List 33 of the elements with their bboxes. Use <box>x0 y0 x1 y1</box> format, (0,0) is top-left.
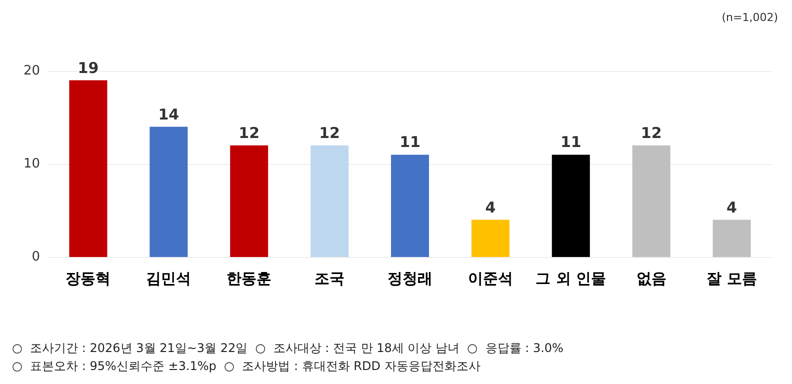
y-tick-label: 10 <box>23 156 40 172</box>
bar <box>69 80 108 257</box>
data-label: 4 <box>485 198 496 216</box>
data-label: 11 <box>560 133 582 152</box>
data-label: 12 <box>640 124 662 142</box>
data-label: 11 <box>400 133 420 152</box>
bar <box>471 220 510 257</box>
x-tick-label: 장동혁 <box>66 270 111 288</box>
data-label: 14 <box>158 105 180 124</box>
bar <box>632 145 670 257</box>
x-tick-label: 그 외 인물 <box>536 270 606 288</box>
text: ○ 조사기간 : 2026년 3월 21일~3월 22일 ○ 조사대상 : 전국 만 18세 이상 남녀 ○ 응답률 : 3.0% <box>12 341 564 355</box>
x-tick-label: 정청래 <box>388 270 432 288</box>
bar <box>150 126 188 257</box>
data-label: 12 <box>238 124 260 142</box>
x-tick-label: 이준석 <box>468 270 513 288</box>
bar <box>310 145 349 257</box>
x-tick-label: 김민석 <box>146 270 192 288</box>
bar <box>230 145 268 257</box>
bar <box>712 220 751 257</box>
y-tick-label: 20 <box>23 64 40 78</box>
x-tick-label: 잘 모름 <box>706 270 757 288</box>
bar <box>391 154 429 257</box>
x-tick-label: 조국 <box>314 270 345 288</box>
x-tick-label: 없음 <box>636 270 666 288</box>
x-tick-label: 한동훈 <box>226 270 272 288</box>
data-label: 19 <box>78 58 99 77</box>
data-label: 12 <box>319 124 340 142</box>
bar <box>552 154 590 257</box>
y-tick-label: 0 <box>32 250 40 264</box>
text: (n=1,002) <box>722 11 778 24</box>
text: ○ 표본오차 : 95%신뢰수준 ±3.1%p ○ 조사방법 : 휴대전화 RDD 자동응답전화조사 <box>12 359 480 373</box>
data-label: 4 <box>726 198 737 216</box>
